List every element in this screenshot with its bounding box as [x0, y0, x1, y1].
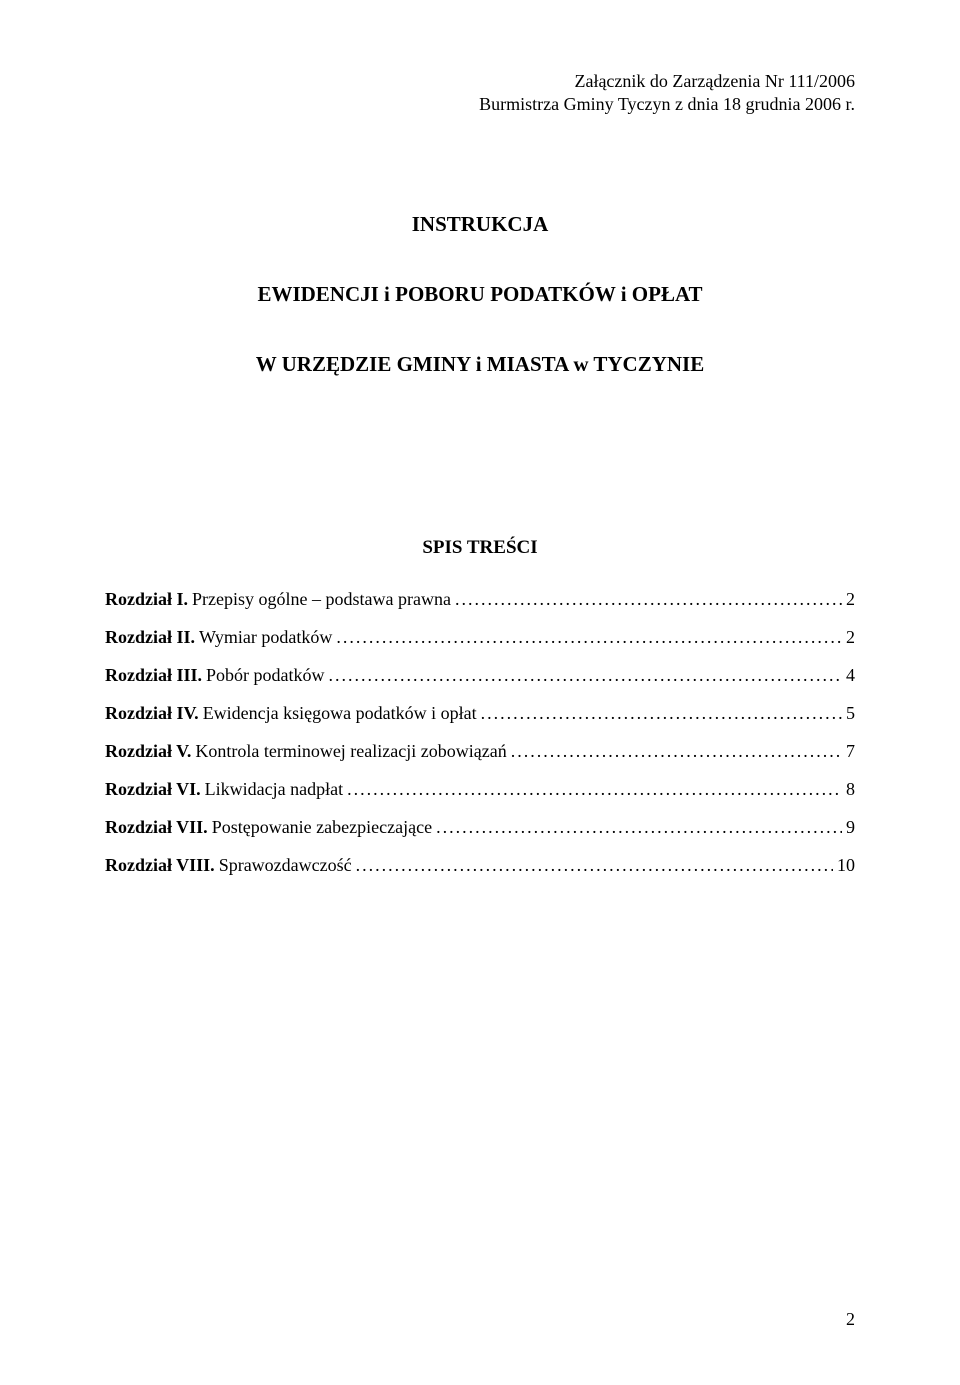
subtitle-2: W URZĘDZIE GMINY i MIASTA w TYCZYNIE	[105, 352, 855, 377]
toc-list: Rozdział I. Przepisy ogólne – podstawa p…	[105, 589, 855, 876]
toc-item: Rozdział VI. Likwidacja nadpłat 8	[105, 779, 855, 800]
toc-item-label: Rozdział VIII.	[105, 855, 215, 876]
toc-item-text: Kontrola terminowej realizacji zobowiąza…	[195, 741, 506, 762]
toc-dots	[347, 779, 842, 800]
toc-dots	[329, 665, 842, 686]
toc-item-text: Pobór podatków	[206, 665, 325, 686]
toc-item-text: Postępowanie zabezpieczające	[212, 817, 432, 838]
attachment-header: Załącznik do Zarządzenia Nr 111/2006 Bur…	[105, 70, 855, 117]
toc-title: SPIS TREŚCI	[105, 537, 855, 559]
toc-item-page: 9	[846, 817, 855, 838]
toc-item: Rozdział VIII. Sprawozdawczość 10	[105, 855, 855, 876]
document-page: Załącznik do Zarządzenia Nr 111/2006 Bur…	[0, 0, 960, 1385]
header-line-1: Załącznik do Zarządzenia Nr 111/2006	[105, 70, 855, 93]
toc-item: Rozdział V. Kontrola terminowej realizac…	[105, 741, 855, 762]
toc-item-text: Ewidencja księgowa podatków i opłat	[203, 703, 477, 724]
toc-item-text: Przepisy ogólne – podstawa prawna	[192, 589, 451, 610]
main-title: INSTRUKCJA	[105, 212, 855, 237]
toc-item: Rozdział III. Pobór podatków 4	[105, 665, 855, 686]
toc-item: Rozdział I. Przepisy ogólne – podstawa p…	[105, 589, 855, 610]
toc-item: Rozdział IV. Ewidencja księgowa podatków…	[105, 703, 855, 724]
toc-item-text: Wymiar podatków	[199, 627, 332, 648]
toc-item: Rozdział II. Wymiar podatków 2	[105, 627, 855, 648]
toc-dots	[511, 741, 842, 762]
toc-item-label: Rozdział II.	[105, 627, 195, 648]
page-number: 2	[846, 1309, 855, 1330]
toc-item-page: 7	[846, 741, 855, 762]
toc-dots	[455, 589, 842, 610]
toc-dots	[436, 817, 842, 838]
toc-dots	[336, 627, 842, 648]
toc-item-page: 2	[846, 627, 855, 648]
toc-item-label: Rozdział V.	[105, 741, 191, 762]
toc-item-text: Likwidacja nadpłat	[205, 779, 343, 800]
toc-item-page: 10	[837, 855, 855, 876]
toc-item-text: Sprawozdawczość	[219, 855, 352, 876]
toc-item-page: 4	[846, 665, 855, 686]
toc-item-label: Rozdział III.	[105, 665, 202, 686]
toc-item: Rozdział VII. Postępowanie zabezpieczają…	[105, 817, 855, 838]
toc-item-page: 8	[846, 779, 855, 800]
toc-item-page: 5	[846, 703, 855, 724]
toc-dots	[356, 855, 833, 876]
toc-item-label: Rozdział I.	[105, 589, 188, 610]
subtitle-1: EWIDENCJI i POBORU PODATKÓW i OPŁAT	[105, 282, 855, 307]
toc-item-label: Rozdział IV.	[105, 703, 199, 724]
toc-item-label: Rozdział VI.	[105, 779, 201, 800]
toc-item-page: 2	[846, 589, 855, 610]
toc-item-label: Rozdział VII.	[105, 817, 208, 838]
toc-dots	[481, 703, 842, 724]
header-line-2: Burmistrza Gminy Tyczyn z dnia 18 grudni…	[105, 93, 855, 116]
